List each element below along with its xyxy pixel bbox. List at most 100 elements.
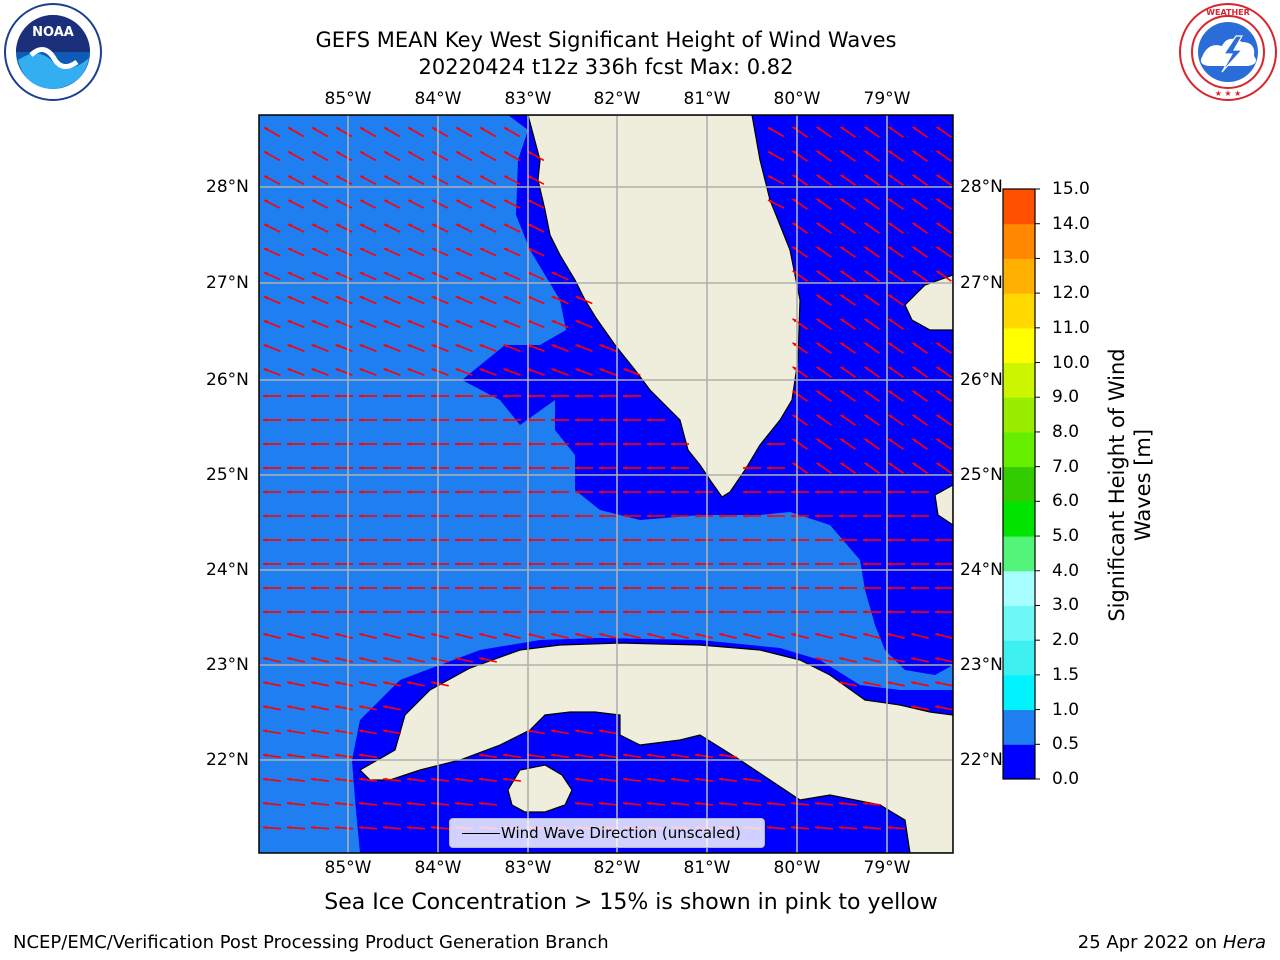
wave-direction-arrow — [766, 442, 786, 446]
wave-direction-arrow — [310, 586, 330, 590]
wave-direction-arrow — [359, 368, 377, 376]
wave-direction-arrow — [431, 368, 449, 376]
wave-direction-arrow — [334, 562, 354, 566]
wave-direction-arrow — [406, 442, 426, 446]
wave-direction-arrow — [790, 825, 810, 830]
wave-direction-arrow — [862, 801, 882, 806]
wave-direction-arrow — [623, 633, 641, 639]
wave-direction-arrow — [886, 562, 906, 566]
wave-direction-arrow — [840, 438, 856, 450]
colorbar-segment — [1003, 536, 1035, 572]
wave-direction-arrow — [888, 438, 904, 450]
wave-direction-arrow — [502, 538, 522, 542]
wave-direction-arrow — [454, 562, 474, 566]
chart-title: GEFS MEAN Key West Significant Height of… — [315, 28, 897, 52]
wave-direction-arrow — [262, 562, 282, 566]
wave-direction-arrow — [382, 418, 402, 422]
colorbar-segment — [1003, 327, 1035, 364]
wave-direction-arrow — [335, 633, 353, 639]
wave-direction-arrow — [912, 390, 928, 402]
wave-direction-arrow — [359, 657, 377, 663]
wave-direction-arrow — [358, 466, 378, 470]
wave-direction-arrow — [670, 538, 690, 542]
wave-direction-arrow — [599, 777, 617, 782]
wave-direction-arrow — [839, 490, 857, 494]
wave-direction-arrow — [550, 538, 570, 542]
wave-direction-arrow — [383, 343, 401, 353]
wave-direction-arrow — [311, 681, 329, 687]
wave-direction-arrow — [910, 538, 930, 542]
wave-direction-arrow — [503, 223, 521, 233]
lat-label-left: 23°N — [206, 655, 249, 675]
wave-direction-arrow — [382, 825, 402, 830]
wave-direction-arrow — [935, 705, 953, 711]
wave-direction-arrow — [359, 126, 377, 138]
wave-direction-arrow — [262, 801, 282, 806]
wave-direction-arrow — [335, 657, 353, 663]
wave-direction-arrow — [718, 753, 738, 759]
wave-direction-arrow — [455, 657, 473, 663]
wave-direction-arrow — [455, 490, 473, 494]
wave-direction-arrow — [840, 318, 856, 330]
wave-direction-arrow — [574, 466, 594, 470]
wave-direction-arrow — [311, 247, 329, 257]
wave-direction-arrow — [742, 586, 762, 590]
wave-direction-arrow — [407, 199, 425, 209]
wave-direction-arrow — [286, 729, 306, 735]
wave-direction-arrow — [575, 343, 593, 353]
wave-direction-arrow — [816, 174, 832, 186]
wave-direction-arrow — [359, 633, 377, 639]
wave-direction-arrow — [310, 753, 330, 759]
wave-direction-arrow — [478, 801, 498, 806]
wave-direction-arrow — [816, 390, 832, 402]
wave-direction-arrow — [575, 368, 593, 376]
wave-direction-arrow — [455, 126, 473, 138]
lat-label-left: 27°N — [206, 273, 249, 293]
footer-host: Hera — [1222, 932, 1266, 953]
wave-direction-arrow — [383, 705, 401, 711]
wave-direction-arrow — [599, 368, 617, 376]
wave-direction-arrow — [359, 223, 377, 233]
wave-direction-arrow — [454, 801, 474, 806]
wave-direction-arrow — [310, 466, 330, 470]
wave-direction-arrow — [287, 247, 305, 257]
wave-direction-arrow — [502, 418, 522, 422]
wave-direction-arrow — [407, 319, 425, 329]
colorbar-tick-label: 2.0 — [1052, 630, 1080, 651]
wave-direction-arrow — [840, 150, 856, 162]
wave-direction-arrow — [912, 438, 928, 450]
wave-direction-arrow — [287, 368, 305, 376]
wave-direction-arrow — [838, 586, 858, 590]
wave-direction-arrow — [888, 198, 904, 210]
wave-direction-arrow — [792, 150, 808, 162]
wave-direction-arrow — [814, 586, 834, 590]
wave-direction-arrow — [479, 199, 497, 209]
wave-direction-arrow — [407, 514, 425, 518]
colorbar-segment — [1003, 674, 1035, 711]
wave-direction-arrow — [864, 174, 880, 186]
wave-direction-arrow — [816, 294, 832, 306]
wave-direction-arrow — [479, 271, 497, 281]
colorbar-tick-label: 5.0 — [1052, 526, 1080, 547]
wave-direction-arrow — [479, 175, 497, 185]
wave-direction-arrow — [263, 368, 281, 376]
wave-direction-arrow — [334, 418, 354, 422]
wave-direction-arrow — [551, 343, 569, 353]
colorbar-tick-label: 12.0 — [1052, 283, 1090, 304]
wave-direction-arrow — [911, 657, 929, 663]
wave-direction-arrow — [575, 490, 593, 494]
wave-direction-arrow — [454, 442, 474, 446]
wave-direction-arrow — [647, 633, 665, 639]
wave-direction-arrow — [310, 418, 330, 422]
wave-direction-arrow — [358, 610, 378, 614]
wave-direction-arrow — [382, 562, 402, 566]
wave-direction-arrow — [816, 438, 832, 450]
wave-direction-arrow — [479, 490, 497, 494]
colorbar-title: Significant Height of Wind Waves [m] — [1105, 348, 1155, 622]
wave-direction-arrow — [479, 633, 497, 639]
wave-direction-arrow — [671, 514, 689, 518]
wave-direction-arrow — [935, 681, 953, 687]
colorbar-segment — [1003, 501, 1035, 537]
wave-direction-arrow — [550, 753, 570, 759]
lon-label-bottom: 79°W — [863, 858, 911, 878]
